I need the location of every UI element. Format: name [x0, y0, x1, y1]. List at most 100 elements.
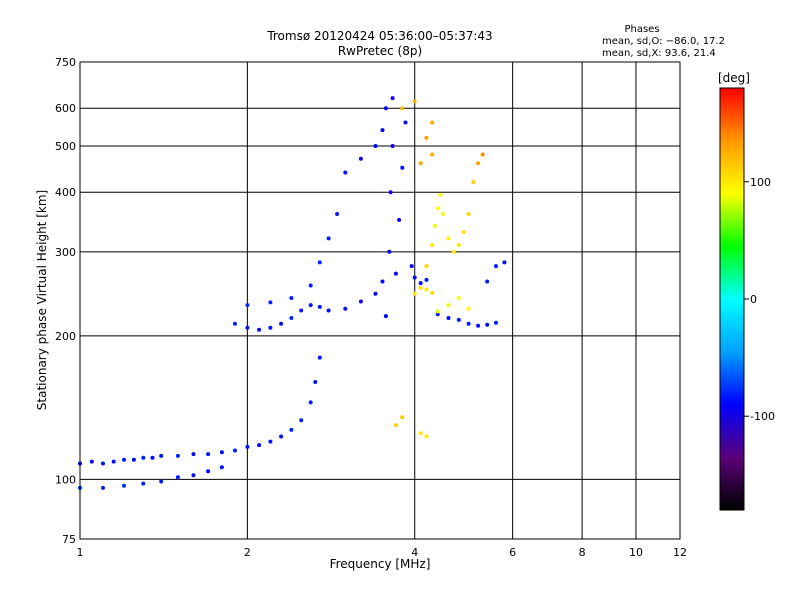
plot-frame	[79, 61, 681, 540]
x-tick-label: 12	[673, 546, 687, 559]
data-point	[245, 444, 250, 449]
data-point	[461, 230, 466, 235]
data-point	[313, 380, 318, 384]
x-tick-label: 6	[509, 546, 516, 559]
data-point	[289, 316, 294, 320]
colorbar-ticks: 100 0 -100	[744, 176, 775, 423]
data-point	[438, 192, 443, 197]
data-point	[424, 287, 429, 292]
data-point	[159, 479, 164, 484]
x-axis-label: Frequency [MHz]	[330, 557, 431, 571]
data-point	[418, 281, 423, 286]
data-point	[393, 271, 398, 276]
data-point	[141, 481, 146, 486]
grid-lines	[80, 62, 680, 539]
data-point	[466, 306, 471, 311]
colorbar-tick-label: 100	[750, 176, 771, 189]
y-axis-label: Stationary phase Virtual Height [km]	[35, 190, 49, 410]
data-point	[430, 290, 435, 295]
data-point	[245, 325, 250, 330]
data-point	[358, 156, 363, 161]
x-tick-label: 1	[77, 546, 84, 559]
data-point	[122, 457, 126, 462]
data-point	[131, 457, 136, 462]
data-point	[268, 439, 273, 444]
data-point	[412, 291, 417, 296]
data-point	[308, 400, 313, 405]
data-point	[279, 321, 284, 326]
y-tick-label: 100	[55, 473, 76, 486]
data-point	[159, 453, 164, 458]
data-point	[122, 483, 126, 488]
stats-o-line: mean, sd,O: −86.0, 17.2	[602, 36, 725, 47]
y-tick-label: 200	[55, 330, 76, 343]
data-point	[466, 212, 471, 216]
data-point	[494, 320, 498, 325]
data-point	[89, 459, 94, 464]
data-point	[494, 264, 498, 269]
data-point	[299, 418, 304, 423]
x-tick-label: 10	[629, 546, 643, 559]
data-point	[317, 304, 322, 309]
data-point	[446, 316, 451, 320]
data-point	[299, 308, 304, 313]
data-point	[383, 106, 388, 111]
data-point	[441, 212, 446, 216]
data-point	[387, 249, 392, 254]
data-point	[476, 323, 481, 328]
y-tick-label: 300	[55, 246, 76, 259]
x-tick-label: 8	[579, 546, 586, 559]
colorbar-label: [deg]	[718, 71, 750, 85]
data-point	[191, 452, 196, 457]
data-point	[175, 453, 180, 458]
data-point	[233, 448, 237, 453]
data-point	[289, 296, 294, 300]
data-point	[485, 279, 490, 284]
data-point	[343, 170, 348, 175]
y-tick-label: 400	[55, 186, 76, 199]
chart-title: Tromsø 20120424 05:36:00–05:37:43	[266, 29, 492, 43]
stats-title: Phases	[624, 24, 659, 35]
stats-x-line: mean, sd,X: 93.6, 21.4	[602, 48, 716, 59]
data-point	[141, 455, 146, 460]
data-point	[480, 152, 485, 157]
data-point	[388, 190, 393, 195]
data-point	[435, 206, 440, 211]
data-point	[403, 120, 408, 125]
chart-subtitle: RwPretec (8p)	[338, 44, 422, 58]
data-point	[373, 144, 378, 148]
data-point	[466, 321, 471, 326]
data-point	[502, 260, 507, 265]
data-point	[451, 249, 456, 254]
data-point	[390, 96, 395, 101]
data-point	[424, 135, 429, 140]
y-tick-label: 75	[62, 533, 76, 546]
data-point	[424, 434, 429, 439]
data-point	[191, 473, 196, 478]
data-point	[383, 314, 388, 319]
data-point	[446, 236, 451, 241]
y-tick-labels: 75 100 200 300 400 500 600 750	[55, 56, 76, 546]
data-point	[433, 223, 437, 228]
data-points	[78, 96, 507, 490]
data-point	[424, 264, 429, 269]
data-point	[397, 217, 402, 222]
data-point	[268, 300, 273, 305]
data-point	[485, 322, 490, 327]
data-point	[101, 485, 105, 490]
data-point	[400, 165, 405, 170]
data-point	[456, 317, 461, 322]
data-point	[245, 303, 250, 308]
data-point	[430, 152, 435, 157]
data-point	[206, 469, 211, 474]
data-point	[412, 99, 417, 104]
data-point	[358, 299, 363, 304]
data-point	[435, 309, 440, 314]
data-point	[476, 161, 481, 166]
data-point	[435, 312, 440, 317]
data-point	[430, 120, 435, 125]
data-point	[111, 459, 116, 464]
data-point	[380, 279, 385, 284]
